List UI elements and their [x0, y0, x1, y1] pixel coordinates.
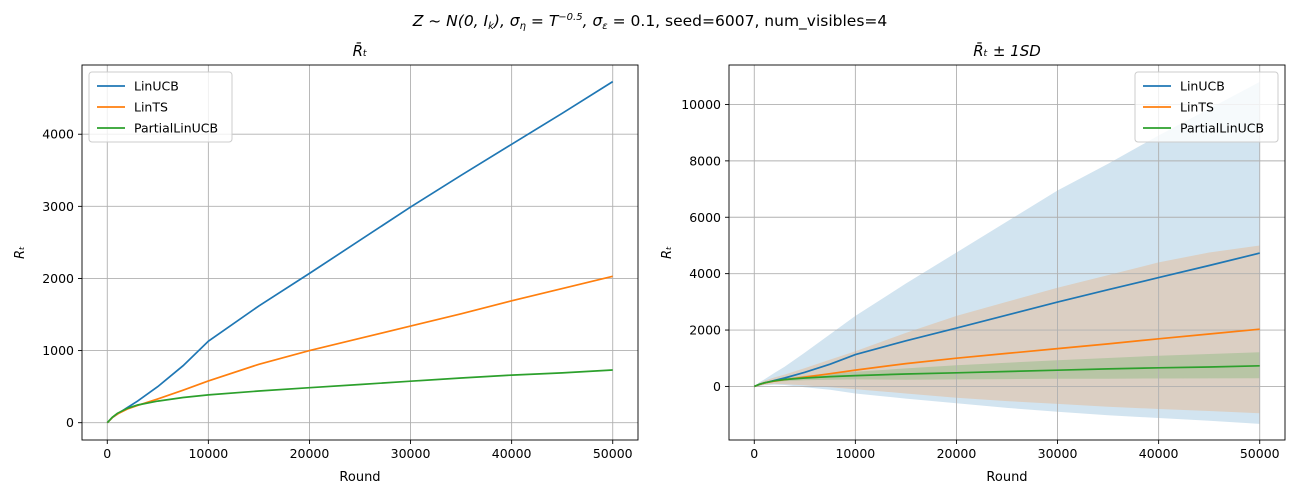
y-tick-label: 6000 [689, 210, 721, 225]
suptitle-part: = T [526, 12, 560, 30]
y-tick-label: 0 [66, 415, 74, 430]
legend-label: LinTS [134, 100, 168, 115]
legend-label: LinTS [1180, 100, 1214, 115]
x-tick-label: 0 [103, 446, 111, 461]
y-tick-label: 10000 [681, 97, 721, 112]
series-line-partiallinucb [753, 364, 1260, 388]
legend-label: LinUCB [1180, 79, 1225, 94]
y-tick-label: 3000 [42, 199, 74, 214]
x-tick-label: 10000 [188, 446, 228, 461]
x-tick-label: 20000 [290, 446, 330, 461]
x-tick-label: 30000 [391, 446, 431, 461]
legend: LinUCB LinTS PartialLinUCB [88, 71, 233, 143]
panel-mean-regret: 0 10000 20000 30000 40000 50000 0 1000 2000 3000 4… [13, 41, 639, 485]
sd-band-lints [754, 245, 1260, 414]
panel-title: R̄ₜ [353, 41, 368, 60]
legend-label: LinUCB [134, 79, 179, 94]
series-line-partiallinucb [106, 369, 613, 424]
plot-frame [728, 64, 1286, 441]
panel-title: R̄ₜ ± 1SD [973, 41, 1041, 60]
legend: LinUCB LinTS PartialLinUCB [1134, 71, 1279, 143]
sd-band-linucb [754, 81, 1260, 424]
x-axis-label: Round [986, 470, 1027, 485]
suptitle-part: −0.5 [558, 12, 582, 23]
x-tick-label: 30000 [1038, 446, 1078, 461]
x-tick-label: 20000 [937, 446, 977, 461]
suptitle-part: η [520, 21, 526, 32]
x-tick-label: 40000 [1139, 446, 1179, 461]
legend-label: PartialLinUCB [134, 121, 218, 136]
y-tick-label: 4000 [42, 127, 74, 142]
x-tick-label: 40000 [492, 446, 532, 461]
y-axis-label: Rₜ [13, 246, 28, 259]
suptitle-part: k [488, 21, 495, 32]
y-tick-label: 4000 [689, 266, 721, 281]
legend-box [1134, 71, 1279, 143]
x-tick-label: 50000 [593, 446, 633, 461]
x-tick-label: 10000 [835, 446, 875, 461]
suptitle-part: ε [602, 21, 608, 32]
y-tick-label: 2000 [42, 271, 74, 286]
plot-frame [81, 64, 639, 441]
y-tick-label: 8000 [689, 153, 721, 168]
y-axis-label: Rₜ [660, 246, 675, 259]
suptitle-part: , σ [583, 12, 604, 30]
legend-label: PartialLinUCB [1180, 121, 1264, 136]
legend-box [88, 71, 233, 143]
figure-suptitle: Z ~ N(0, Ik), ση = T−0.5, σε = 0.1, seed… [412, 12, 888, 32]
suptitle-part: Z ~ N(0, I [412, 12, 489, 30]
y-tick-label: 1000 [42, 343, 74, 358]
suptitle-part: ), σ [493, 12, 521, 30]
series-line-lints [106, 275, 613, 424]
panel-regret-with-sd: 0 10000 20000 30000 40000 50000 0 2000 4000 6000 8… [660, 41, 1286, 485]
x-tick-label: 50000 [1240, 446, 1280, 461]
x-tick-label: 0 [750, 446, 758, 461]
x-axis-label: Round [339, 470, 380, 485]
y-tick-label: 0 [713, 379, 721, 394]
y-tick-label: 2000 [689, 323, 721, 338]
suptitle-part: = 0.1, seed=6007, num_visibles=4 [608, 12, 888, 31]
sd-band-partiallinucb [754, 352, 1260, 387]
